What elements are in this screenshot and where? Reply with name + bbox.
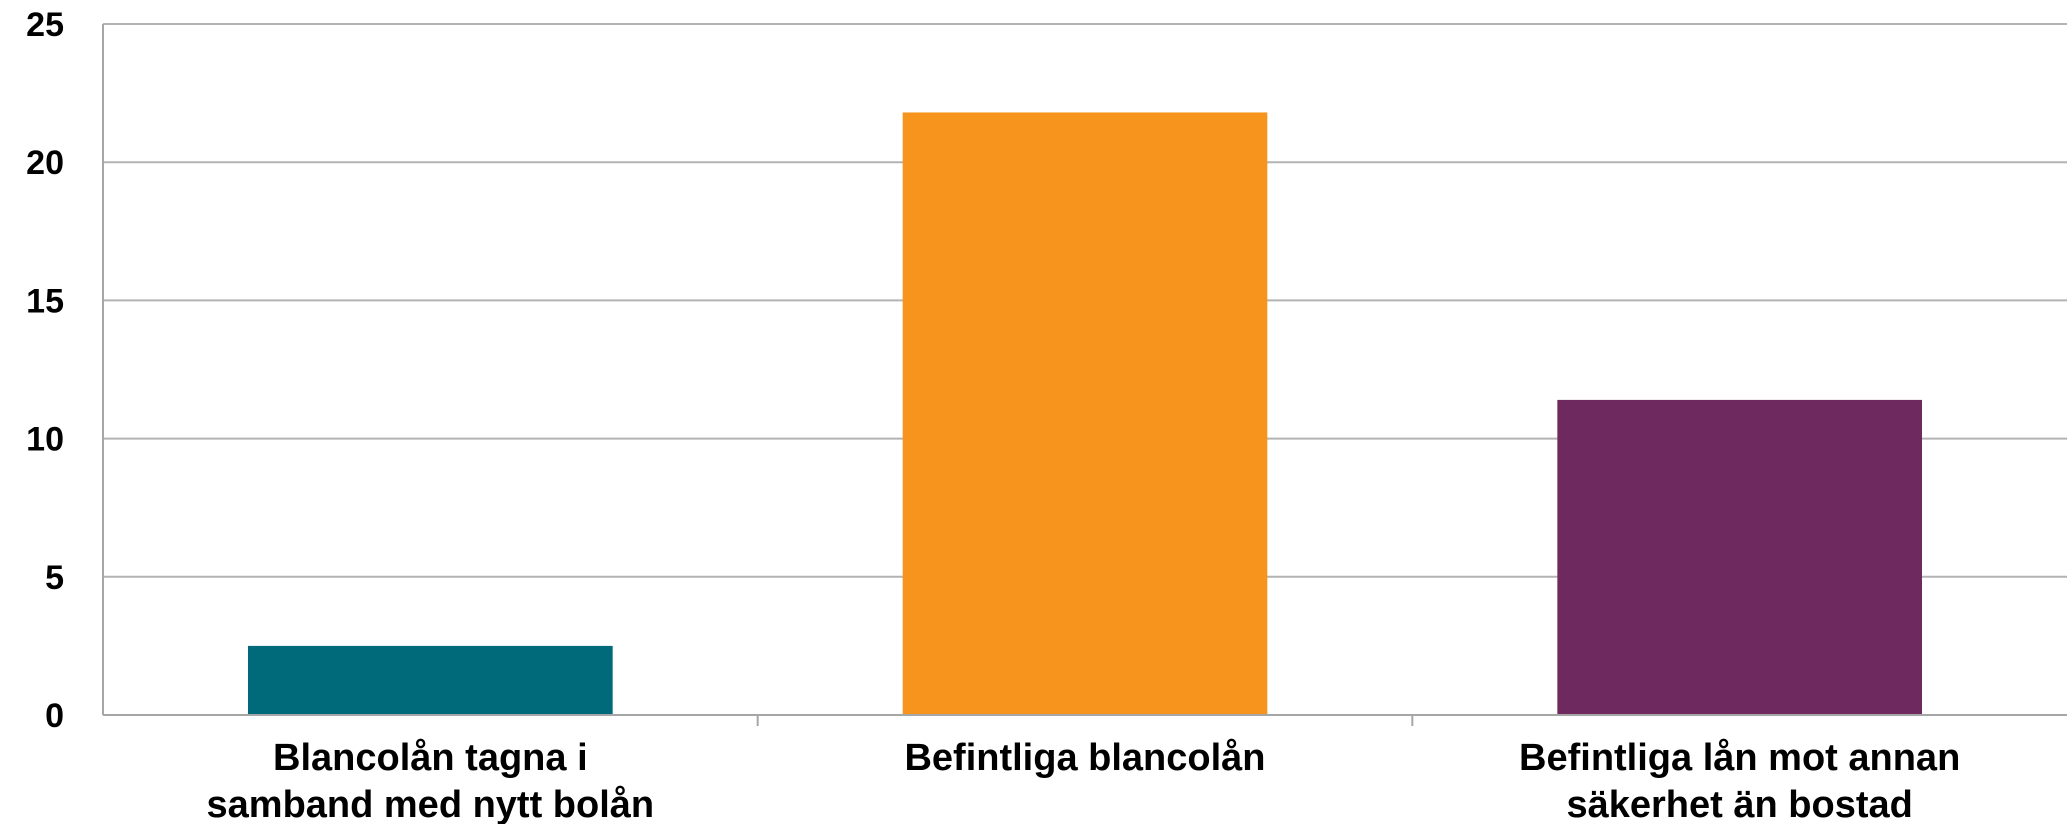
axes <box>102 24 2067 726</box>
y-tick-label: 10 <box>26 421 64 459</box>
bar-1 <box>248 645 613 715</box>
bar-2 <box>902 112 1268 715</box>
y-tick-label: 20 <box>26 144 64 182</box>
y-tick-labels: 0 5 10 15 20 25 <box>26 6 64 735</box>
x-category-label: Blancolån tagna i <box>273 737 588 779</box>
x-category-label: Befintliga lån mot annan <box>1519 737 1960 779</box>
y-tick-label: 25 <box>26 6 64 44</box>
x-category-labels: Blancolån tagna i samband med nytt bolån B… <box>207 737 1961 824</box>
y-tick-label: 5 <box>45 559 64 597</box>
y-tick-label: 0 <box>45 697 64 735</box>
x-category-label: samband med nytt bolån <box>207 784 655 824</box>
x-category-label: säkerhet än bostad <box>1566 784 1912 824</box>
x-category-label: Befintliga blancolån <box>904 737 1265 779</box>
y-tick-label: 15 <box>26 282 64 320</box>
bars <box>248 112 1922 715</box>
bar-3 <box>1557 399 1922 715</box>
